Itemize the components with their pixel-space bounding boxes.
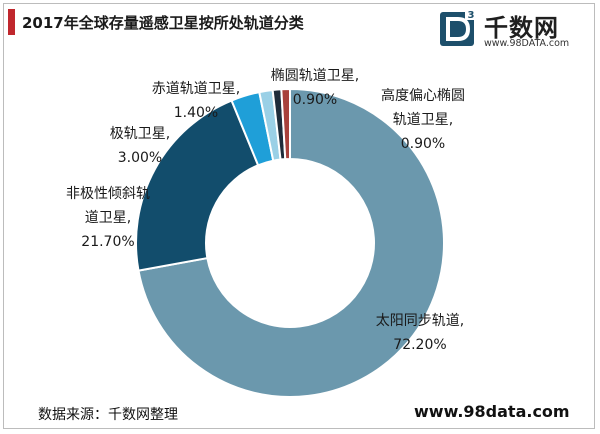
brand-logo: 3 千数网 www.98DATA.com <box>438 8 584 50</box>
data-source-note: 数据来源：千数网整理 <box>38 407 178 423</box>
data-label-polar: 极轨卫星, 3.00% <box>110 126 170 166</box>
data-label-highly-eccentric: 高度偏心椭圆轨道卫星, 0.90% <box>381 87 465 152</box>
logo-d3-icon: 3 <box>440 8 477 46</box>
logo-name: 千数网 <box>484 14 559 42</box>
footer-website-url: www.98data.com <box>414 402 570 421</box>
title-accent-bar <box>8 9 15 35</box>
data-label-equatorial: 赤道轨道卫星, 1.40% <box>152 81 240 121</box>
logo-url: www.98DATA.com <box>484 38 570 49</box>
chart-title: 2017年全球存量遥感卫星按所处轨道分类 <box>22 14 304 32</box>
slice-highly-eccentric <box>280 87 291 161</box>
svg-text:3: 3 <box>468 10 475 21</box>
data-label-sun-synchronous: 太阳同步轨道, 72.20% <box>376 313 464 353</box>
chart-frame <box>3 3 595 429</box>
data-label-elliptical: 椭圆轨道卫星, 0.90% <box>271 68 359 108</box>
data-label-non-polar-inclined: 非极性倾斜轨道卫星, 21.70% <box>66 186 150 250</box>
slice-non-polar-inclined <box>135 99 260 272</box>
slice-sun-synchronous <box>137 87 445 398</box>
